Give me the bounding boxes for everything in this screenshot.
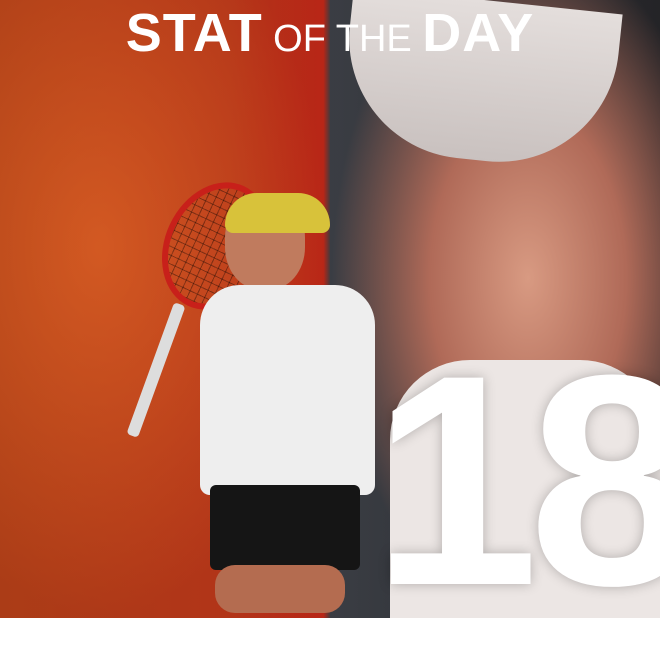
headline: STAT OF THE DAY bbox=[0, 2, 660, 78]
player-legs bbox=[215, 565, 345, 613]
headline-stat: STAT bbox=[125, 3, 263, 63]
player-shirt bbox=[390, 360, 660, 618]
stat-number: 18 bbox=[372, 312, 660, 648]
player-shorts bbox=[210, 485, 360, 570]
player-shirt-white bbox=[200, 285, 375, 495]
headline-of-the: OF THE bbox=[273, 18, 412, 60]
headline-day: DAY bbox=[422, 3, 535, 63]
player-action-photo bbox=[175, 193, 375, 618]
player-cap-yellow bbox=[225, 193, 330, 233]
